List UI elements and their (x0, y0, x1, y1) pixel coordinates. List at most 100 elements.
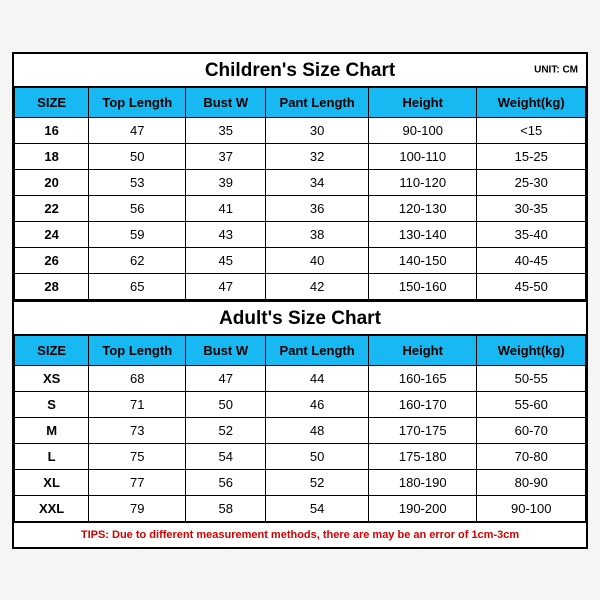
table-cell: 50 (89, 143, 186, 169)
table-cell: 44 (266, 365, 369, 391)
table-row: 18503732100-11015-25 (15, 143, 586, 169)
table-cell: 77 (89, 469, 186, 495)
table-row: 24594338130-14035-40 (15, 221, 586, 247)
table-cell: 175-180 (368, 443, 476, 469)
table-cell: 47 (186, 273, 266, 299)
table-cell: 38 (266, 221, 369, 247)
table-cell: 180-190 (368, 469, 476, 495)
adult-title: Adult's Size Chart (219, 308, 381, 329)
table-cell: 36 (266, 195, 369, 221)
children-header-row: SIZE Top Length Bust W Pant Length Heigh… (15, 87, 586, 117)
col-height: Height (368, 335, 476, 365)
children-size-table: SIZE Top Length Bust W Pant Length Heigh… (14, 87, 586, 300)
table-cell: 110-120 (368, 169, 476, 195)
table-cell: 34 (266, 169, 369, 195)
table-cell: 130-140 (368, 221, 476, 247)
table-cell: 32 (266, 143, 369, 169)
table-cell: 70-80 (477, 443, 586, 469)
table-cell: M (15, 417, 89, 443)
col-top-length: Top Length (89, 87, 186, 117)
table-cell: 71 (89, 391, 186, 417)
table-cell: 24 (15, 221, 89, 247)
table-cell: 30 (266, 117, 369, 143)
table-cell: XS (15, 365, 89, 391)
table-cell: 68 (89, 365, 186, 391)
table-cell: L (15, 443, 89, 469)
table-row: 22564136120-13030-35 (15, 195, 586, 221)
table-cell: 40 (266, 247, 369, 273)
table-cell: 52 (186, 417, 266, 443)
table-cell: 170-175 (368, 417, 476, 443)
table-row: M735248170-17560-70 (15, 417, 586, 443)
table-cell: 55-60 (477, 391, 586, 417)
table-cell: 35 (186, 117, 266, 143)
table-row: L755450175-18070-80 (15, 443, 586, 469)
table-cell: 150-160 (368, 273, 476, 299)
col-weight: Weight(kg) (477, 335, 586, 365)
col-height: Height (368, 87, 476, 117)
table-cell: 43 (186, 221, 266, 247)
table-row: XS684744160-16550-55 (15, 365, 586, 391)
table-cell: 50-55 (477, 365, 586, 391)
table-cell: 79 (89, 495, 186, 521)
adult-size-table: SIZE Top Length Bust W Pant Length Heigh… (14, 335, 586, 522)
table-row: 20533934110-12025-30 (15, 169, 586, 195)
children-title: Children's Size Chart (205, 60, 395, 81)
table-cell: 62 (89, 247, 186, 273)
adult-header-row: SIZE Top Length Bust W Pant Length Heigh… (15, 335, 586, 365)
table-cell: 54 (186, 443, 266, 469)
col-size: SIZE (15, 335, 89, 365)
table-cell: 54 (266, 495, 369, 521)
col-weight: Weight(kg) (477, 87, 586, 117)
table-row: XL775652180-19080-90 (15, 469, 586, 495)
table-row: 1647353090-100<15 (15, 117, 586, 143)
table-cell: 59 (89, 221, 186, 247)
table-cell: 140-150 (368, 247, 476, 273)
table-cell: 47 (186, 365, 266, 391)
table-cell: 15-25 (477, 143, 586, 169)
table-cell: 46 (266, 391, 369, 417)
col-bust-w: Bust W (186, 87, 266, 117)
table-cell: 40-45 (477, 247, 586, 273)
table-cell: 80-90 (477, 469, 586, 495)
table-cell: 56 (186, 469, 266, 495)
table-cell: 75 (89, 443, 186, 469)
table-cell: 26 (15, 247, 89, 273)
table-row: S715046160-17055-60 (15, 391, 586, 417)
table-cell: 52 (266, 469, 369, 495)
tips-note: TIPS: Due to different measurement metho… (14, 522, 586, 547)
table-cell: 160-165 (368, 365, 476, 391)
col-pant-length: Pant Length (266, 87, 369, 117)
table-cell: 65 (89, 273, 186, 299)
table-cell: 190-200 (368, 495, 476, 521)
table-cell: 48 (266, 417, 369, 443)
table-cell: 160-170 (368, 391, 476, 417)
table-cell: 22 (15, 195, 89, 221)
table-cell: 42 (266, 273, 369, 299)
unit-label: UNIT: CM (534, 64, 578, 75)
table-cell: S (15, 391, 89, 417)
children-title-row: Children's Size Chart UNIT: CM (14, 54, 586, 87)
table-cell: 16 (15, 117, 89, 143)
table-cell: 90-100 (477, 495, 586, 521)
table-cell: 20 (15, 169, 89, 195)
table-row: XXL795854190-20090-100 (15, 495, 586, 521)
table-cell: 56 (89, 195, 186, 221)
table-cell: 53 (89, 169, 186, 195)
table-cell: 90-100 (368, 117, 476, 143)
size-charts-container: Children's Size Chart UNIT: CM SIZE Top … (12, 52, 588, 549)
table-cell: 60-70 (477, 417, 586, 443)
table-row: 26624540140-15040-45 (15, 247, 586, 273)
table-cell: 45-50 (477, 273, 586, 299)
table-cell: 50 (186, 391, 266, 417)
table-cell: XXL (15, 495, 89, 521)
col-size: SIZE (15, 87, 89, 117)
table-cell: XL (15, 469, 89, 495)
table-cell: 37 (186, 143, 266, 169)
col-top-length: Top Length (89, 335, 186, 365)
table-cell: 35-40 (477, 221, 586, 247)
table-cell: 47 (89, 117, 186, 143)
table-cell: 30-35 (477, 195, 586, 221)
table-cell: 50 (266, 443, 369, 469)
table-row: 28654742150-16045-50 (15, 273, 586, 299)
